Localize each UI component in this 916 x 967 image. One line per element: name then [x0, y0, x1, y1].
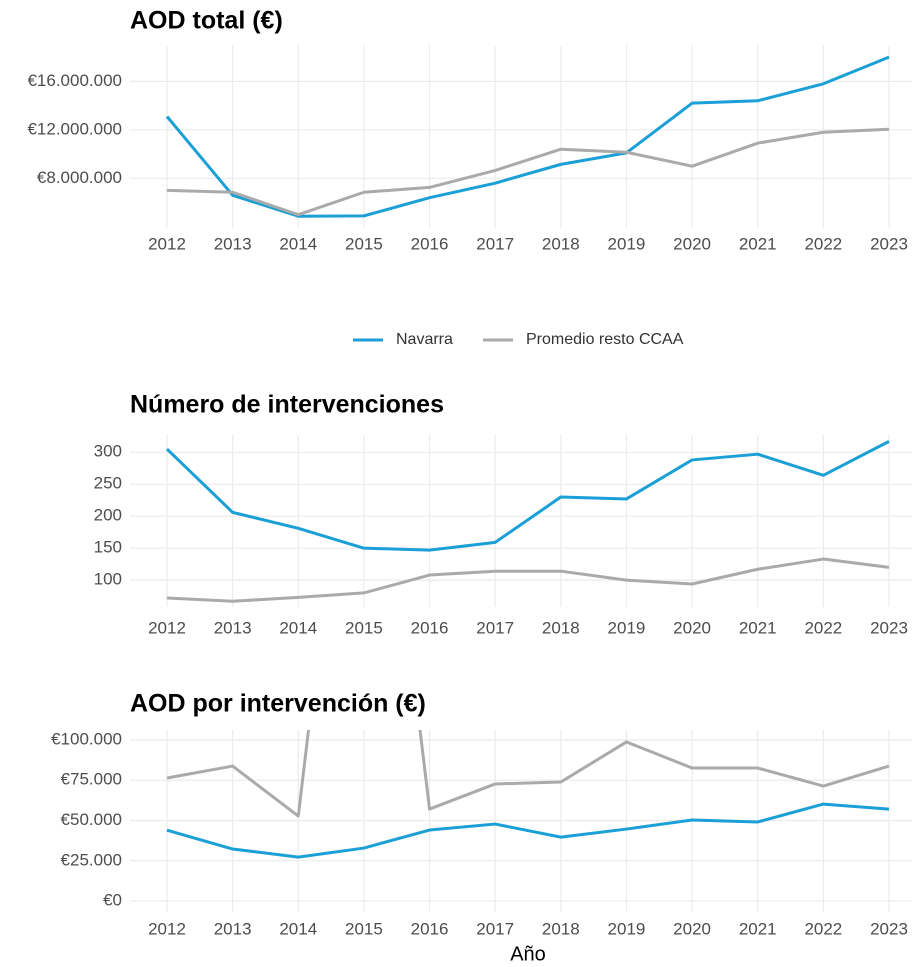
x-tick-label: 2016 — [411, 919, 449, 938]
x-tick-label: 2016 — [411, 618, 449, 637]
y-tick-label: €75.000 — [61, 770, 122, 789]
series-line — [166, 127, 890, 217]
x-tick-label: 2014 — [279, 234, 317, 253]
x-tick-label: 2013 — [214, 919, 252, 938]
panel-title: Número de intervenciones — [130, 391, 444, 419]
series-line — [166, 802, 890, 859]
x-tick-label: 2021 — [739, 618, 777, 637]
x-tick-label: 2022 — [804, 618, 842, 637]
x-tick-label: 2012 — [148, 618, 186, 637]
x-tick-label: 2023 — [870, 919, 908, 938]
x-tick-label: 2013 — [214, 618, 252, 637]
y-tick-label: €25.000 — [61, 850, 122, 869]
x-tick-label: 2019 — [608, 234, 646, 253]
x-tick-label: 2018 — [542, 234, 580, 253]
x-axis-label: Año — [510, 943, 546, 965]
x-tick-label: 2015 — [345, 234, 383, 253]
y-tick-label: 200 — [94, 506, 122, 525]
x-tick-label: 2017 — [476, 919, 514, 938]
x-tick-label: 2022 — [804, 234, 842, 253]
y-tick-label: 300 — [94, 442, 122, 461]
x-tick-label: 2020 — [673, 618, 711, 637]
x-tick-label: 2012 — [148, 919, 186, 938]
series-line — [165, 440, 890, 552]
y-tick-label: €50.000 — [61, 810, 122, 829]
x-tick-label: 2018 — [542, 919, 580, 938]
y-tick-label: 100 — [94, 570, 122, 589]
x-tick-label: 2014 — [279, 618, 317, 637]
x-tick-label: 2014 — [279, 919, 317, 938]
legend-label: Navarra — [396, 331, 453, 348]
x-tick-label: 2017 — [476, 618, 514, 637]
series-line — [165, 55, 890, 218]
series-line — [166, 557, 890, 603]
y-tick-label: €12.000.000 — [27, 119, 122, 138]
y-tick-label: 150 — [94, 538, 122, 557]
x-tick-label: 2019 — [608, 618, 646, 637]
x-tick-label: 2012 — [148, 234, 186, 253]
x-tick-label: 2013 — [214, 234, 252, 253]
y-tick-label: 250 — [94, 474, 122, 493]
x-tick-label: 2021 — [739, 234, 777, 253]
x-tick-label: 2015 — [345, 618, 383, 637]
x-tick-label: 2020 — [673, 234, 711, 253]
x-tick-label: 2022 — [804, 919, 842, 938]
x-tick-label: 2017 — [476, 234, 514, 253]
series-line — [166, 730, 890, 818]
legend-label: Promedio resto CCAA — [526, 331, 684, 348]
x-tick-label: 2023 — [870, 618, 908, 637]
x-tick-label: 2019 — [608, 919, 646, 938]
y-tick-label: €16.000.000 — [27, 71, 122, 90]
x-tick-label: 2021 — [739, 919, 777, 938]
y-tick-label: €100.000 — [51, 729, 122, 748]
x-tick-label: 2016 — [411, 234, 449, 253]
panel-title: AOD por intervención (€) — [130, 690, 426, 718]
y-tick-label: €8.000.000 — [37, 168, 122, 187]
y-tick-label: €0 — [103, 891, 122, 910]
x-tick-label: 2018 — [542, 618, 580, 637]
x-tick-label: 2015 — [345, 919, 383, 938]
panel-title: AOD total (€) — [130, 7, 283, 35]
x-tick-label: 2023 — [870, 234, 908, 253]
x-tick-label: 2020 — [673, 919, 711, 938]
